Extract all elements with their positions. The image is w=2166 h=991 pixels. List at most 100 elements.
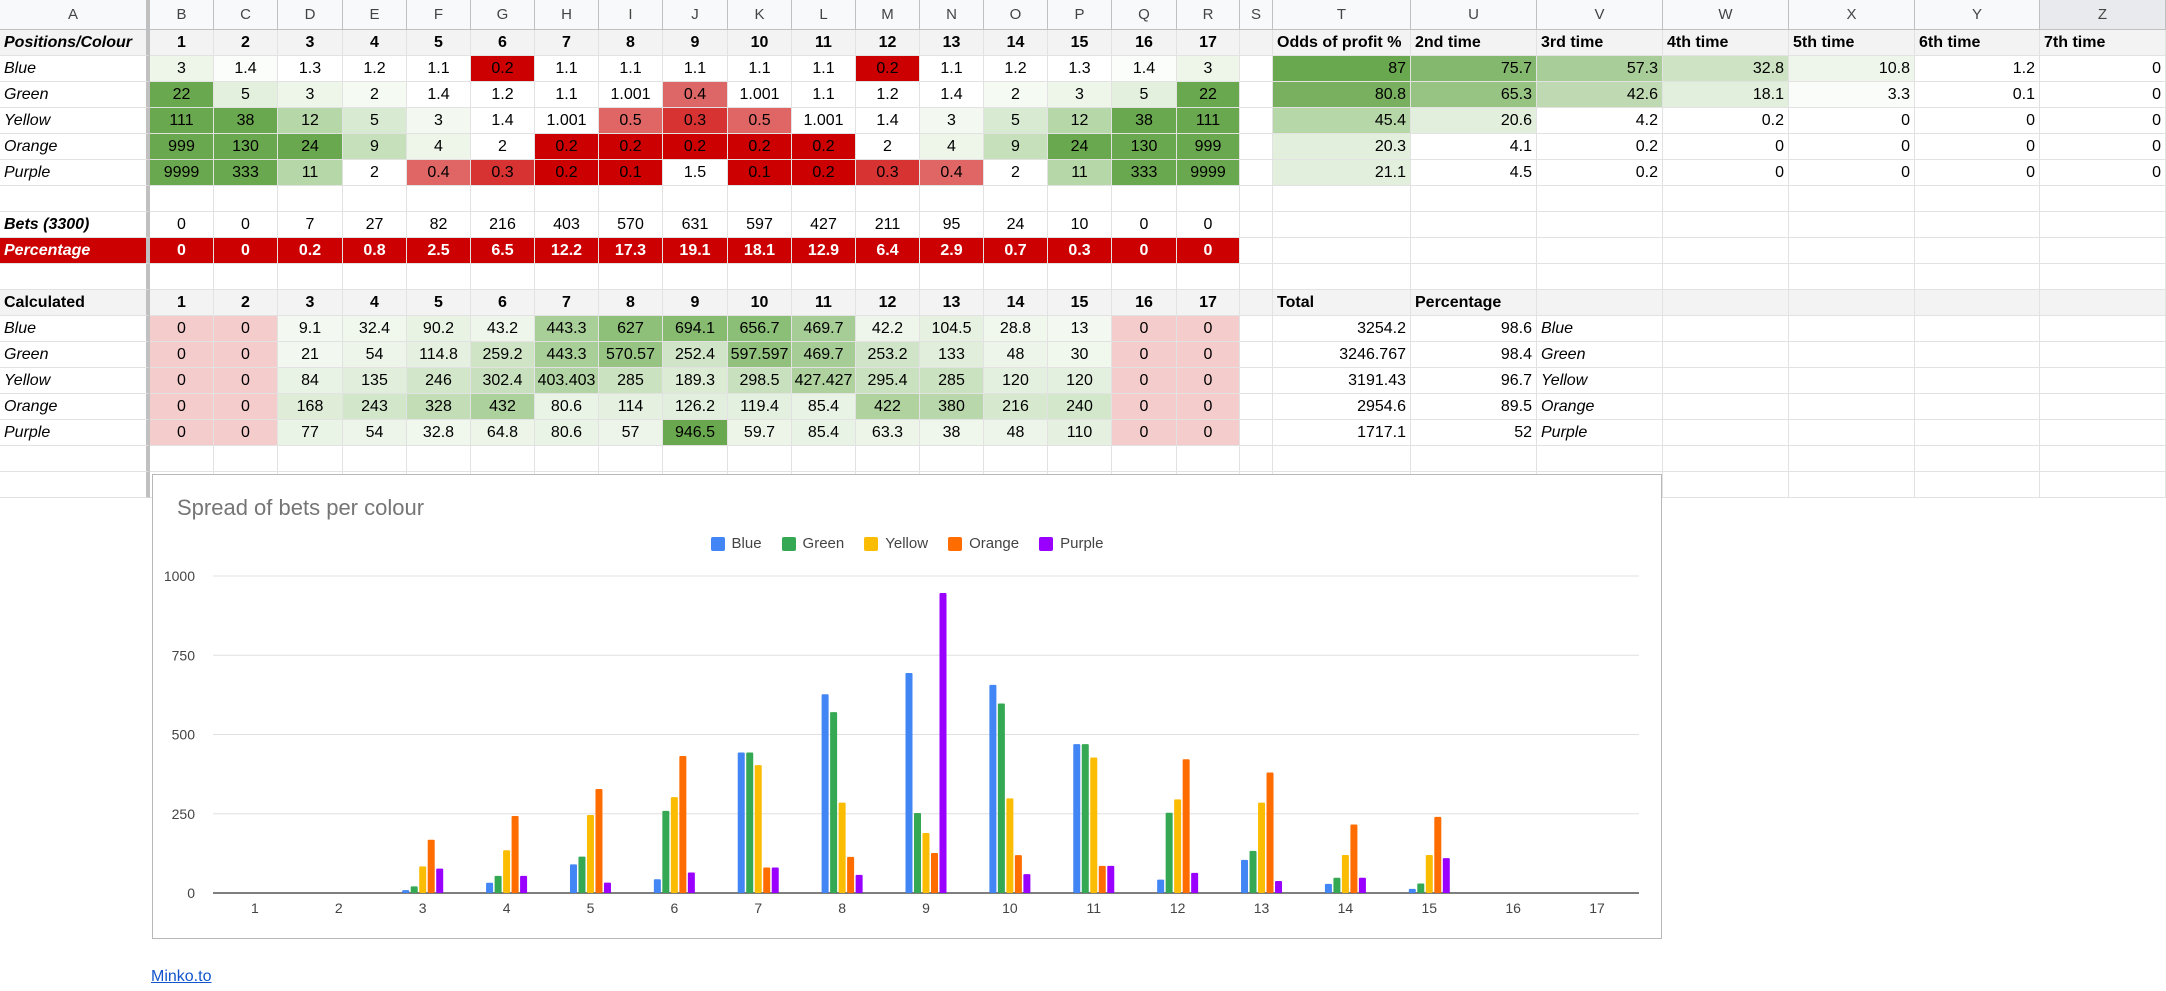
cell-L8[interactable]: 427	[792, 212, 856, 238]
cell-X1[interactable]: 5th time	[1789, 30, 1915, 56]
bar-yellow-11[interactable]	[1090, 757, 1098, 893]
cell-V9[interactable]	[1537, 238, 1663, 264]
cell-J7[interactable]	[663, 186, 728, 212]
bar-green-5[interactable]	[578, 856, 586, 893]
cell-L4[interactable]: 1.001	[792, 108, 856, 134]
cell-O14[interactable]: 120	[984, 368, 1048, 394]
bar-yellow-9[interactable]	[922, 832, 930, 893]
cell-V10[interactable]	[1537, 264, 1663, 290]
bar-yellow-3[interactable]	[419, 866, 427, 893]
bar-blue-4[interactable]	[486, 882, 494, 893]
cell-A3[interactable]: Green	[0, 82, 150, 108]
bar-green-15[interactable]	[1417, 883, 1425, 893]
bar-purple-11[interactable]	[1107, 865, 1115, 893]
cell-P11[interactable]: 15	[1048, 290, 1112, 316]
cell-A13[interactable]: Green	[0, 342, 150, 368]
cell-F7[interactable]	[407, 186, 471, 212]
cell-T15[interactable]: 2954.6	[1273, 394, 1411, 420]
cell-D3[interactable]: 3	[278, 82, 343, 108]
cell-G17[interactable]	[471, 446, 535, 472]
cell-W10[interactable]	[1663, 264, 1789, 290]
cell-Q3[interactable]: 5	[1112, 82, 1177, 108]
cell-F1[interactable]: 5	[407, 30, 471, 56]
cell-Q12[interactable]: 0	[1112, 316, 1177, 342]
cell-O11[interactable]: 14	[984, 290, 1048, 316]
cell-D7[interactable]	[278, 186, 343, 212]
cell-T17[interactable]	[1273, 446, 1411, 472]
cell-J17[interactable]	[663, 446, 728, 472]
cell-M17[interactable]	[856, 446, 920, 472]
cell-Y4[interactable]: 0	[1915, 108, 2040, 134]
cell-Y8[interactable]	[1915, 212, 2040, 238]
cell-K17[interactable]	[728, 446, 792, 472]
cell-J9[interactable]: 19.1	[663, 238, 728, 264]
cell-T6[interactable]: 21.1	[1273, 160, 1411, 186]
cell-R5[interactable]: 999	[1177, 134, 1240, 160]
cell-P15[interactable]: 240	[1048, 394, 1112, 420]
legend-item-green[interactable]: Green	[781, 535, 844, 552]
cell-H5[interactable]: 0.2	[535, 134, 599, 160]
cell-E9[interactable]: 0.8	[343, 238, 407, 264]
cell-W8[interactable]	[1663, 212, 1789, 238]
cell-L7[interactable]	[792, 186, 856, 212]
cell-Q1[interactable]: 16	[1112, 30, 1177, 56]
bar-blue-7[interactable]	[737, 752, 745, 893]
bar-blue-6[interactable]	[653, 879, 661, 893]
cell-K7[interactable]	[728, 186, 792, 212]
column-header-O[interactable]: O	[984, 0, 1048, 30]
cell-R13[interactable]: 0	[1177, 342, 1240, 368]
cell-P16[interactable]: 110	[1048, 420, 1112, 446]
cell-Y2[interactable]: 1.2	[1915, 56, 2040, 82]
cell-J10[interactable]	[663, 264, 728, 290]
cell-T12[interactable]: 3254.2	[1273, 316, 1411, 342]
cell-O1[interactable]: 14	[984, 30, 1048, 56]
bar-orange-3[interactable]	[427, 839, 435, 893]
cell-A12[interactable]: Blue	[0, 316, 150, 342]
bar-green-9[interactable]	[914, 812, 921, 893]
cell-A18[interactable]	[0, 472, 150, 498]
cell-H1[interactable]: 7	[535, 30, 599, 56]
bar-yellow-7[interactable]	[754, 765, 762, 893]
cell-D12[interactable]: 9.1	[278, 316, 343, 342]
cell-R3[interactable]: 22	[1177, 82, 1240, 108]
cell-J13[interactable]: 252.4	[663, 342, 728, 368]
cell-Y16[interactable]	[1915, 420, 2040, 446]
bar-green-6[interactable]	[662, 810, 670, 893]
cell-Z16[interactable]	[2040, 420, 2166, 446]
cell-V6[interactable]: 0.2	[1537, 160, 1663, 186]
cell-N3[interactable]: 1.4	[920, 82, 984, 108]
cell-E12[interactable]: 32.4	[343, 316, 407, 342]
cell-I13[interactable]: 570.57	[599, 342, 663, 368]
cell-U9[interactable]	[1411, 238, 1537, 264]
cell-A17[interactable]	[0, 446, 150, 472]
cell-E3[interactable]: 2	[343, 82, 407, 108]
cell-X9[interactable]	[1789, 238, 1915, 264]
column-header-N[interactable]: N	[920, 0, 984, 30]
cell-X13[interactable]	[1789, 342, 1915, 368]
cell-Z8[interactable]	[2040, 212, 2166, 238]
cell-W5[interactable]: 0	[1663, 134, 1789, 160]
cell-H13[interactable]: 443.3	[535, 342, 599, 368]
cell-M5[interactable]: 2	[856, 134, 920, 160]
cell-R1[interactable]: 17	[1177, 30, 1240, 56]
column-header-W[interactable]: W	[1663, 0, 1789, 30]
cell-L5[interactable]: 0.2	[792, 134, 856, 160]
bar-orange-9[interactable]	[931, 852, 938, 893]
cell-N16[interactable]: 38	[920, 420, 984, 446]
cell-B5[interactable]: 999	[150, 134, 214, 160]
cell-B1[interactable]: 1	[150, 30, 214, 56]
column-header-Y[interactable]: Y	[1915, 0, 2040, 30]
cell-R15[interactable]: 0	[1177, 394, 1240, 420]
cell-D4[interactable]: 12	[278, 108, 343, 134]
cell-V3[interactable]: 42.6	[1537, 82, 1663, 108]
bar-yellow-4[interactable]	[503, 850, 511, 893]
cell-P13[interactable]: 30	[1048, 342, 1112, 368]
cell-A1[interactable]: Positions/Colour	[0, 30, 150, 56]
cell-C17[interactable]	[214, 446, 278, 472]
cell-T10[interactable]	[1273, 264, 1411, 290]
cell-P17[interactable]	[1048, 446, 1112, 472]
cell-E17[interactable]	[343, 446, 407, 472]
cell-L11[interactable]: 11	[792, 290, 856, 316]
cell-S3[interactable]	[1240, 82, 1273, 108]
bar-blue-13[interactable]	[1241, 859, 1249, 893]
